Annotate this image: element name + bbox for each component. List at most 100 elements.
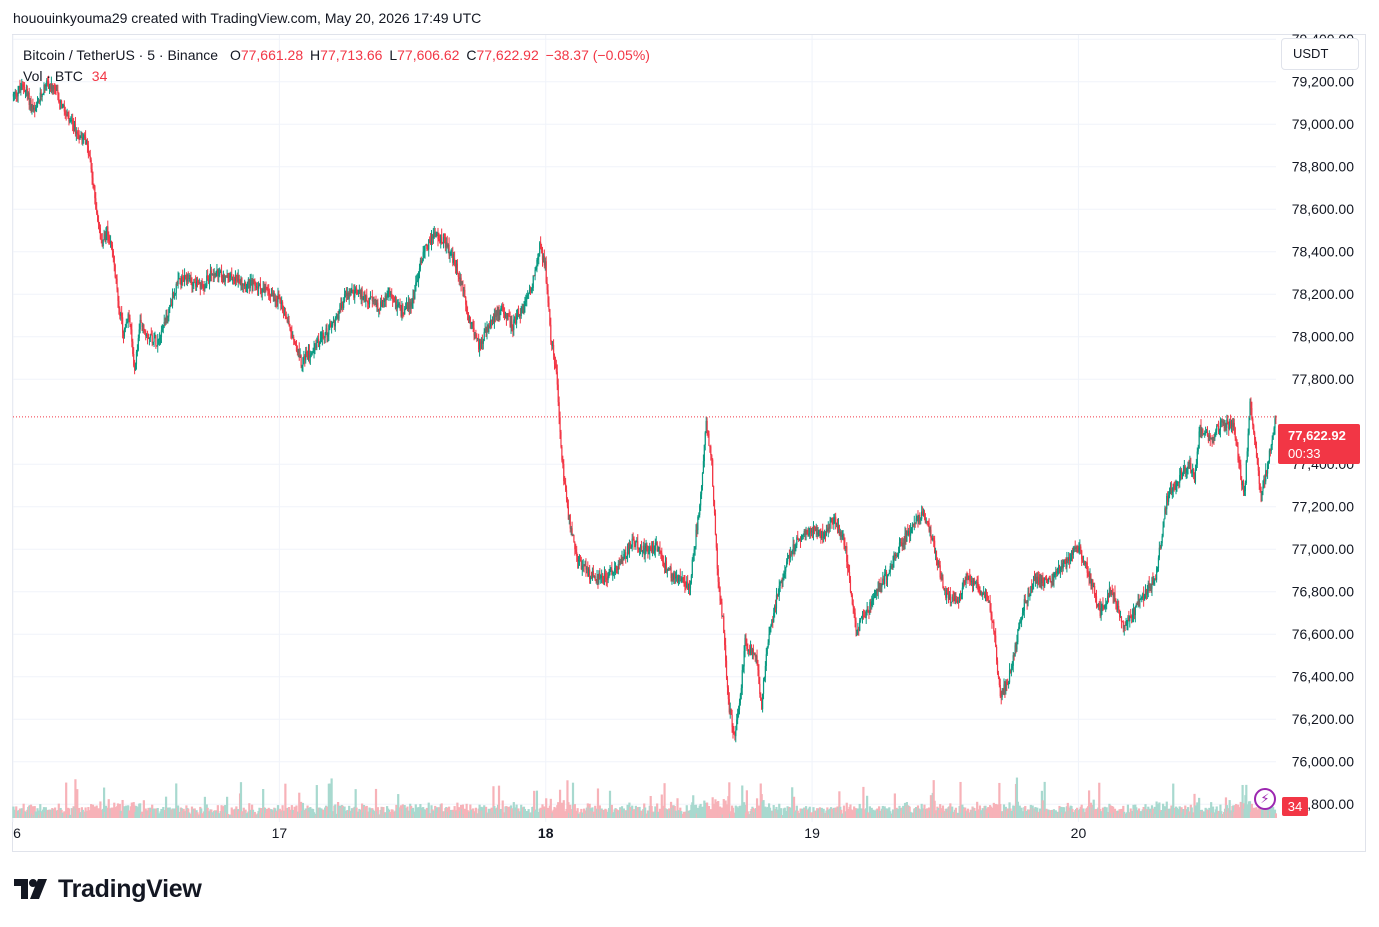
candle-body xyxy=(154,335,156,339)
candle-body xyxy=(851,595,853,605)
y-tick-label: 76,600.00 xyxy=(1292,626,1354,642)
candle-body xyxy=(13,93,15,95)
candle-body xyxy=(1266,470,1268,474)
candle-body xyxy=(306,352,309,359)
candle-body xyxy=(206,275,208,287)
volume-bar xyxy=(644,807,647,818)
candle-body xyxy=(1035,576,1037,584)
currency-button[interactable]: USDT xyxy=(1281,38,1359,70)
y-tick-label: 79,200.00 xyxy=(1292,74,1354,90)
candle-body xyxy=(781,580,783,582)
candle-body xyxy=(353,290,355,298)
candle-body xyxy=(885,572,888,580)
candle-body xyxy=(507,313,509,316)
candle-body xyxy=(138,329,140,339)
candle-body xyxy=(804,530,806,536)
candle-body xyxy=(1239,462,1241,465)
low-value: 77,606.62 xyxy=(397,47,460,63)
candle-body xyxy=(299,355,301,358)
candle-body xyxy=(15,91,17,96)
candle-body xyxy=(150,334,152,335)
candle-body xyxy=(1030,586,1032,594)
lightning-icon[interactable]: ⚡ xyxy=(1254,788,1276,810)
candle-body xyxy=(1029,593,1031,596)
candle-body xyxy=(208,278,211,283)
candle-body xyxy=(106,226,108,235)
candle-body xyxy=(1073,547,1075,551)
candle-body xyxy=(1234,427,1236,438)
volume-bar xyxy=(598,805,601,818)
x-tick-label: 17 xyxy=(272,825,288,841)
candle-body xyxy=(1118,605,1120,610)
volume-bar xyxy=(456,802,459,818)
candle-body xyxy=(704,432,706,445)
candle-body xyxy=(157,339,159,347)
candle-body xyxy=(994,631,996,636)
candle-body xyxy=(217,269,219,276)
candle-body xyxy=(572,535,574,536)
candle-body xyxy=(16,95,18,97)
candle-body xyxy=(356,293,359,295)
volume-bar xyxy=(1018,805,1021,818)
candle-body xyxy=(1261,491,1263,502)
candle-body xyxy=(884,574,886,585)
candle-body xyxy=(32,104,34,110)
candle-body xyxy=(30,100,32,108)
candle-body xyxy=(952,596,954,599)
candle-body xyxy=(1039,577,1041,585)
candle-body xyxy=(158,338,161,340)
candle-body xyxy=(895,554,897,557)
candle-body xyxy=(342,302,344,308)
volume-row: Vol · BTC 34 xyxy=(23,66,650,87)
candle-body xyxy=(694,546,696,550)
candle-body xyxy=(886,574,889,580)
candle-body xyxy=(961,587,963,595)
candle-body xyxy=(235,274,237,279)
candle-body xyxy=(771,619,773,626)
candle-body xyxy=(568,514,570,520)
candle-body xyxy=(1253,425,1255,433)
candle-body xyxy=(414,291,416,299)
candle-body xyxy=(735,730,737,737)
candle-body xyxy=(789,553,791,559)
candle-body xyxy=(540,248,543,250)
candle-body xyxy=(1167,495,1169,502)
candle-body xyxy=(732,726,734,732)
candle-body xyxy=(811,531,814,534)
candle-body xyxy=(129,317,131,325)
candle-body xyxy=(453,258,455,263)
candle-body xyxy=(1110,590,1112,595)
candle-body xyxy=(576,552,578,556)
candle-body xyxy=(70,119,72,121)
candle-body xyxy=(88,154,90,157)
candle-body xyxy=(969,575,971,582)
tradingview-logo[interactable]: TradingView xyxy=(14,873,202,905)
symbol-label[interactable]: Bitcoin / TetherUS · 5 · Binance xyxy=(23,47,219,63)
candle-body xyxy=(487,328,489,333)
candle-body xyxy=(55,89,57,91)
candle-body xyxy=(172,292,175,298)
candle-body xyxy=(1260,492,1262,502)
candle-body xyxy=(425,244,427,246)
candle-body xyxy=(793,544,795,551)
candle-body xyxy=(655,542,657,544)
candle-body xyxy=(83,135,85,139)
candle-body xyxy=(539,242,541,254)
candle-body xyxy=(331,321,334,326)
candle-body xyxy=(424,245,426,252)
candle-body xyxy=(93,184,95,186)
candle-body xyxy=(190,277,192,282)
candle-body xyxy=(636,541,638,543)
chart-frame[interactable] xyxy=(12,34,1366,852)
candle-body xyxy=(1227,419,1229,424)
volume-label[interactable]: Vol · BTC xyxy=(23,68,83,84)
candle-body xyxy=(1028,592,1030,596)
candle-body xyxy=(290,330,292,333)
candle-body xyxy=(1042,577,1044,582)
candle-body xyxy=(392,298,394,300)
volume-bar xyxy=(474,807,477,818)
volume-bar xyxy=(762,800,765,818)
candle-body xyxy=(289,324,291,331)
low-label: L xyxy=(389,47,398,63)
